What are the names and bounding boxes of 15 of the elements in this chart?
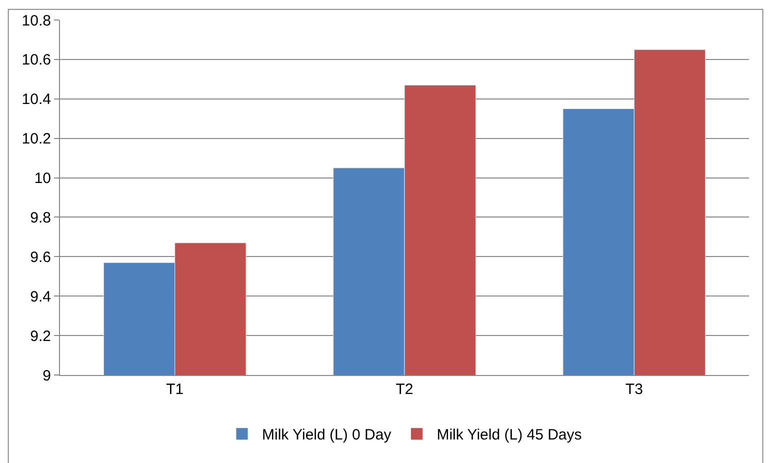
- x-tick-label: T3: [625, 381, 643, 398]
- y-tick-label: 10: [34, 170, 51, 188]
- y-tick-label: 9: [42, 367, 51, 384]
- legend-label: Milk Yield (L) 45 Days: [436, 426, 582, 444]
- y-tick-label: 10.8: [22, 12, 51, 30]
- y-tick-label: 10.2: [22, 130, 51, 148]
- x-tick-label: T1: [166, 381, 184, 398]
- y-tick-label: 10.4: [22, 91, 51, 108]
- y-tick-label: 9.4: [30, 288, 51, 306]
- y-tick-label: 10.6: [22, 52, 51, 69]
- y-tick-label: 9.6: [30, 248, 51, 266]
- y-tick-label: 9.8: [30, 209, 51, 226]
- x-tick-label: T2: [396, 381, 414, 398]
- y-tick-label: 9.2: [30, 328, 51, 345]
- legend-label: Milk Yield (L) 0 Day: [262, 426, 392, 444]
